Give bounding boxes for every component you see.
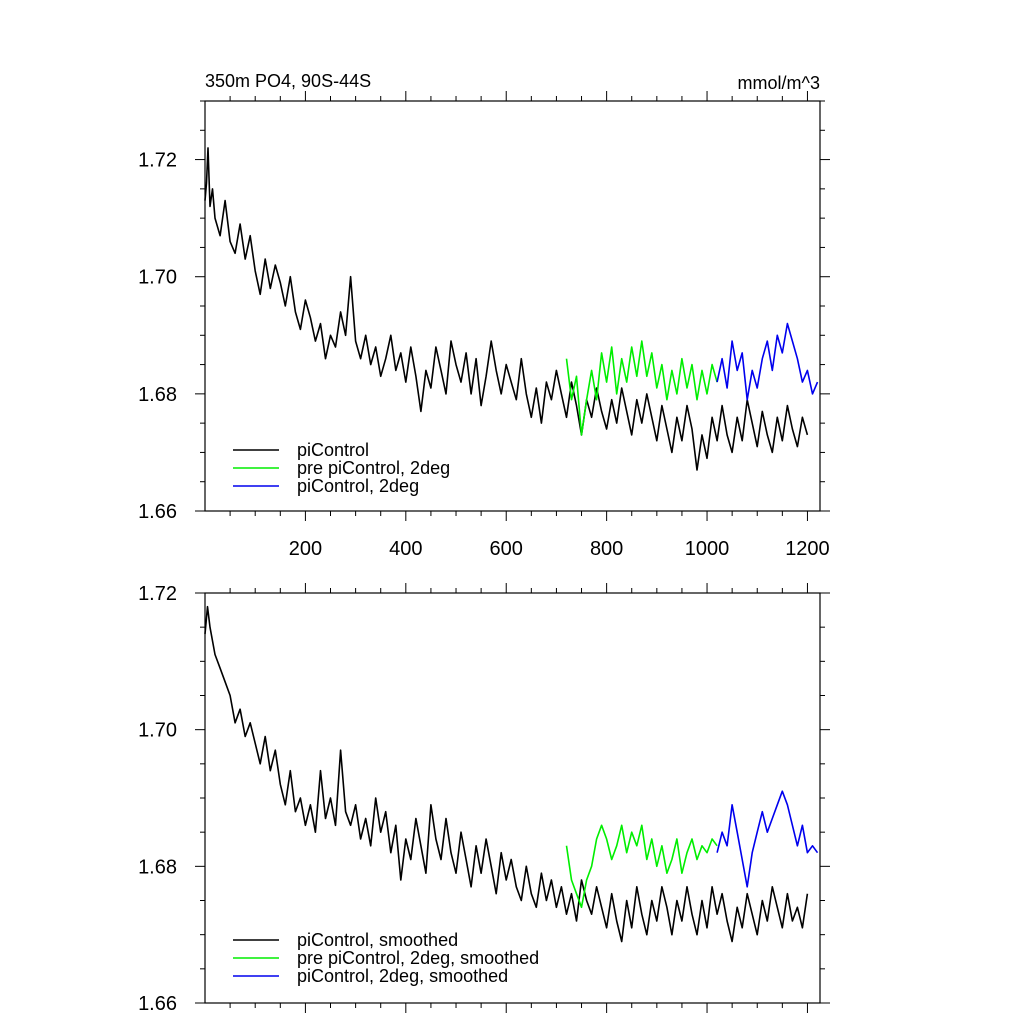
legend-label: piControl, 2deg, smoothed <box>297 966 508 986</box>
series-line-0 <box>204 147 809 471</box>
x-tick-label: 1000 <box>685 538 730 560</box>
legend-label: piControl <box>297 440 369 460</box>
x-tick-label: 1200 <box>785 538 830 560</box>
x-tick-label: 200 <box>289 538 322 560</box>
series-line-1 <box>565 824 718 909</box>
series-line-2 <box>716 322 819 401</box>
series-line-2 <box>716 790 819 888</box>
series-line-1 <box>565 340 718 436</box>
legend-label: pre piControl, 2deg, smoothed <box>297 948 539 968</box>
legend-label: pre piControl, 2deg <box>297 458 450 478</box>
top-panel: 1.66 1.68 1.70 1.72 200 400 600 800 1000 1200 350m… <box>138 71 830 560</box>
x-tick-label: 400 <box>389 538 422 560</box>
y-tick-label: 1.70 <box>138 720 177 742</box>
y-tick-label: 1.72 <box>138 150 177 172</box>
x-tick-label: 800 <box>590 538 623 560</box>
legend-label: piControl, smoothed <box>297 930 458 950</box>
units-label: mmol/m^3 <box>738 73 820 93</box>
y-tick-label: 1.68 <box>138 384 177 406</box>
chart-title: 350m PO4, 90S-44S <box>205 71 371 91</box>
legend-label: piControl, 2deg <box>297 476 419 496</box>
y-tick-label: 1.66 <box>138 501 177 523</box>
y-tick-label: 1.70 <box>138 267 177 289</box>
y-tick-label: 1.66 <box>138 993 177 1015</box>
series-line-0 <box>204 605 809 943</box>
x-tick-label: 600 <box>490 538 523 560</box>
y-tick-label: 1.72 <box>138 583 177 605</box>
y-tick-label: 1.68 <box>138 856 177 878</box>
